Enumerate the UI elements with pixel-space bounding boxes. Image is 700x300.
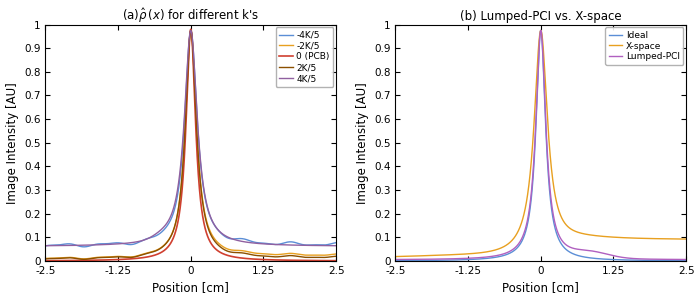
-2K/5	[94, 255, 102, 259]
Title: (a)$\hat{\rho}\,(x)$ for different k's: (a)$\hat{\rho}\,(x)$ for different k's	[122, 6, 259, 25]
-4K/5	[41, 244, 50, 247]
-2K/5	[153, 248, 161, 252]
Lumped-PCI	[566, 245, 574, 249]
X-space	[566, 226, 574, 230]
4K/5	[230, 238, 239, 242]
2K/5	[94, 256, 102, 260]
X-space	[537, 28, 545, 32]
X-space	[391, 255, 400, 258]
0 (PCB)	[153, 253, 161, 256]
-2K/5	[187, 28, 195, 32]
X-space	[682, 237, 690, 241]
Ideal	[608, 258, 617, 261]
4K/5	[187, 28, 195, 32]
2K/5	[153, 249, 161, 252]
0 (PCB)	[216, 250, 224, 254]
2K/5	[332, 254, 340, 258]
Ideal	[444, 258, 452, 262]
2K/5	[216, 245, 224, 248]
2K/5	[230, 251, 239, 254]
Ideal	[580, 255, 589, 259]
0 (PCB)	[332, 259, 340, 262]
X-space	[608, 235, 617, 239]
Lumped-PCI	[444, 257, 452, 261]
-2K/5	[41, 257, 50, 260]
-4K/5	[216, 230, 224, 234]
X-axis label: Position [cm]: Position [cm]	[153, 281, 229, 294]
-4K/5	[153, 234, 161, 237]
Lumped-PCI	[682, 258, 690, 261]
Ideal	[503, 253, 511, 256]
0 (PCB)	[94, 258, 102, 262]
0 (PCB)	[41, 259, 50, 262]
0 (PCB)	[187, 28, 195, 31]
0 (PCB)	[280, 258, 288, 262]
0 (PCB)	[230, 255, 239, 259]
X-space	[503, 243, 511, 247]
Line: -4K/5: -4K/5	[46, 30, 336, 247]
Line: Ideal: Ideal	[395, 30, 686, 261]
Line: Lumped-PCI: Lumped-PCI	[395, 30, 686, 260]
-2K/5	[230, 248, 239, 252]
0 (PCB)	[258, 258, 267, 261]
-4K/5	[230, 237, 239, 241]
-2K/5	[258, 252, 267, 256]
-4K/5	[80, 245, 88, 249]
Ideal	[566, 250, 574, 254]
Lumped-PCI	[537, 28, 545, 32]
-4K/5	[94, 242, 102, 246]
Ideal	[537, 28, 545, 32]
4K/5	[332, 244, 340, 247]
Lumped-PCI	[503, 251, 511, 255]
Lumped-PCI	[630, 257, 638, 260]
-2K/5	[332, 252, 340, 256]
4K/5	[258, 242, 267, 246]
-4K/5	[281, 241, 289, 244]
X-space	[630, 236, 638, 240]
4K/5	[153, 232, 161, 235]
4K/5	[280, 243, 288, 247]
-2K/5	[216, 243, 224, 246]
X-axis label: Position [cm]: Position [cm]	[503, 281, 579, 294]
2K/5	[258, 254, 267, 258]
Line: 2K/5: 2K/5	[46, 30, 336, 259]
Legend: Ideal, X-space, Lumped-PCI: Ideal, X-space, Lumped-PCI	[605, 27, 683, 65]
-2K/5	[80, 257, 88, 261]
Y-axis label: Image Intensity [AU]: Image Intensity [AU]	[6, 82, 19, 204]
Line: 4K/5: 4K/5	[46, 30, 336, 246]
Ideal	[682, 259, 690, 262]
-2K/5	[281, 252, 289, 256]
X-space	[580, 232, 589, 236]
Lumped-PCI	[608, 254, 617, 257]
2K/5	[80, 257, 88, 261]
Line: X-space: X-space	[395, 30, 686, 256]
2K/5	[187, 28, 195, 32]
-4K/5	[332, 241, 340, 244]
Legend: -4K/5, -2K/5, 0 (PCB), 2K/5, 4K/5: -4K/5, -2K/5, 0 (PCB), 2K/5, 4K/5	[276, 27, 333, 87]
Y-axis label: Image Intensity [AU]: Image Intensity [AU]	[356, 82, 369, 204]
Line: -2K/5: -2K/5	[46, 30, 336, 259]
4K/5	[216, 230, 224, 233]
2K/5	[41, 257, 50, 261]
Title: (b) Lumped-PCI vs. X-space: (b) Lumped-PCI vs. X-space	[460, 11, 622, 23]
Lumped-PCI	[391, 258, 400, 261]
Line: 0 (PCB): 0 (PCB)	[46, 29, 336, 261]
-4K/5	[187, 28, 195, 32]
2K/5	[281, 254, 289, 258]
Lumped-PCI	[580, 248, 589, 252]
4K/5	[94, 243, 102, 247]
Ideal	[630, 258, 638, 262]
-4K/5	[258, 241, 267, 245]
Ideal	[391, 259, 400, 262]
X-space	[444, 253, 452, 256]
4K/5	[41, 244, 50, 247]
